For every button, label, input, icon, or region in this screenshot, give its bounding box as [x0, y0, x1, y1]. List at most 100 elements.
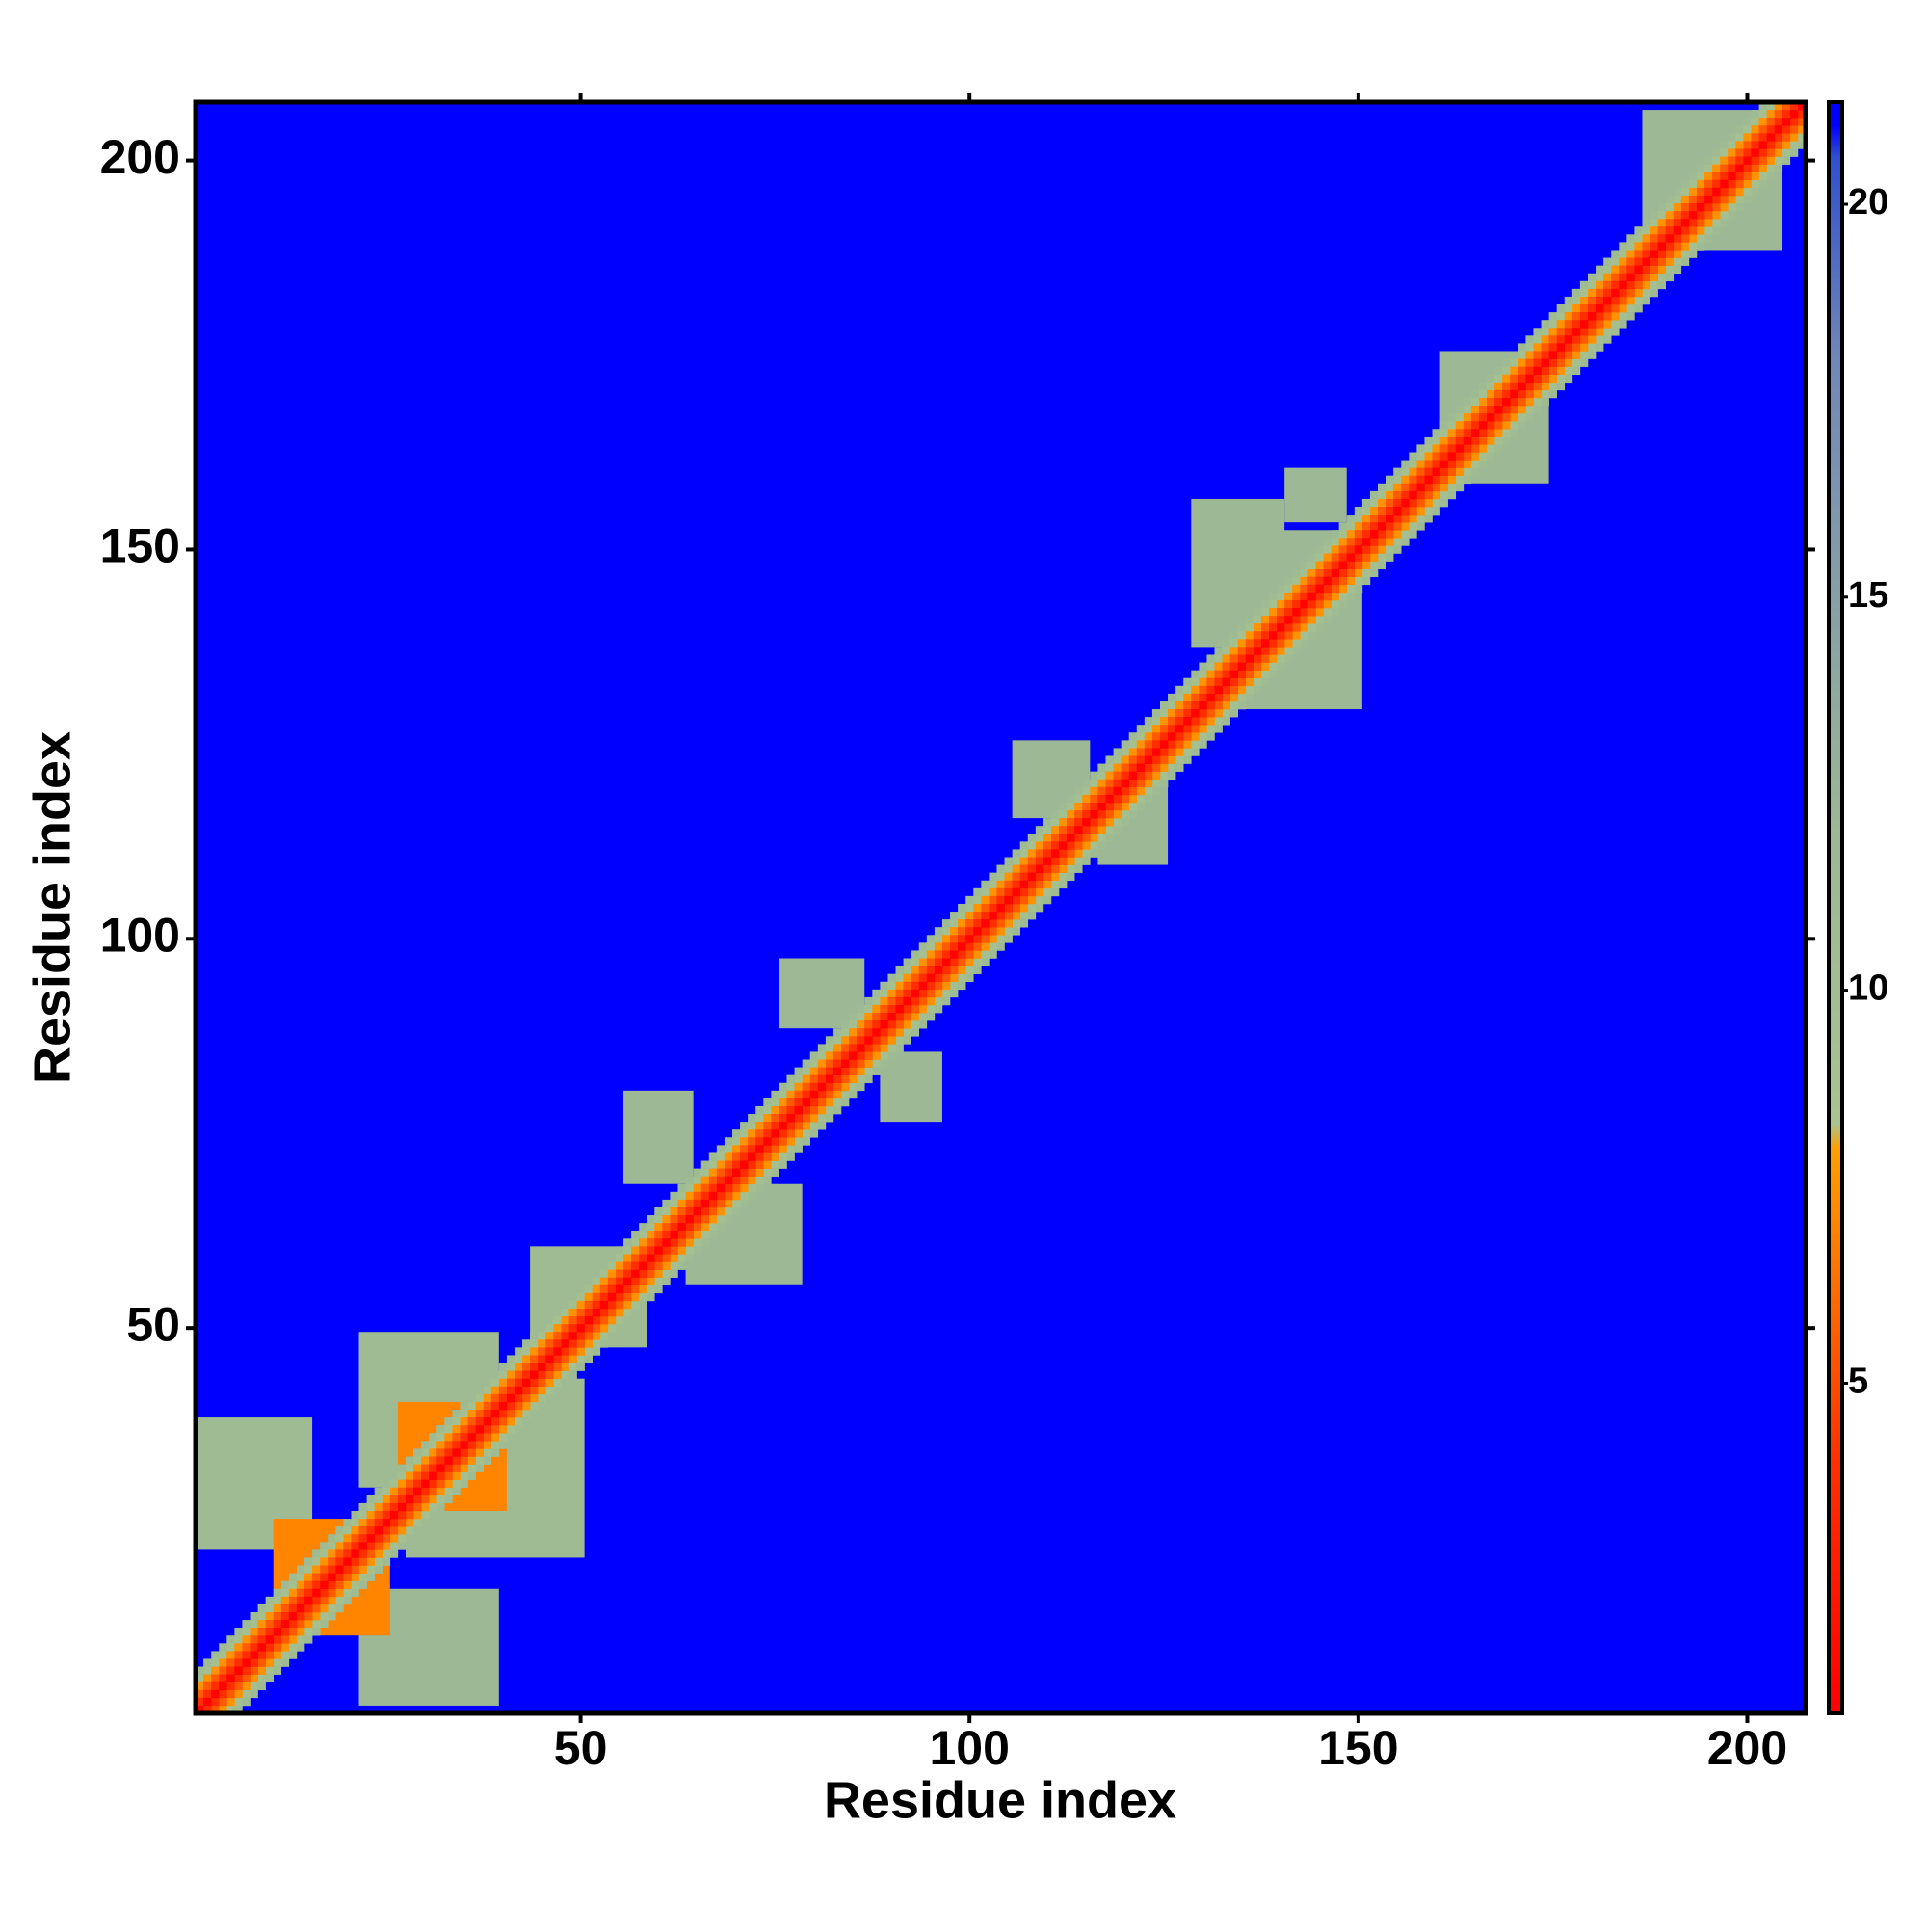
diagonal-cell: [1229, 709, 1239, 718]
diagonal-cell: [1642, 296, 1650, 305]
diagonal-cell: [1525, 389, 1534, 399]
diagonal-cell: [1338, 522, 1348, 531]
diagonal-cell: [335, 1549, 344, 1558]
diagonal-cell: [607, 1254, 617, 1262]
diagonal-cell: [1090, 802, 1098, 811]
diagonal-cell: [1712, 203, 1721, 212]
diagonal-cell: [786, 1122, 795, 1130]
diagonal-cell: [794, 1074, 803, 1084]
diagonal-cell: [1229, 647, 1239, 655]
diagonal-cell: [716, 1206, 726, 1216]
diagonal-cell: [1354, 545, 1363, 554]
diagonal-cell: [926, 981, 936, 991]
diagonal-cell: [1019, 887, 1029, 897]
diagonal-cell: [1229, 670, 1239, 679]
diagonal-cell: [1191, 677, 1200, 687]
diagonal-cell: [716, 1145, 726, 1153]
diagonal-cell: [1774, 141, 1783, 149]
diagonal-cell: [584, 1308, 593, 1317]
diagonal-cell: [1478, 421, 1488, 430]
diagonal-cell: [1237, 685, 1247, 695]
diagonal-cell: [1478, 437, 1488, 445]
diagonal-cell: [1300, 576, 1308, 586]
diagonal-cell: [358, 1526, 367, 1535]
diagonal-cell: [1346, 545, 1356, 554]
diagonal-cell: [763, 1168, 772, 1177]
diagonal-cell: [1634, 250, 1643, 258]
diagonal-cell: [351, 1526, 359, 1535]
diagonal-cell: [1097, 802, 1106, 811]
diagonal-cell: [786, 1082, 795, 1092]
diagonal-cell: [1587, 343, 1597, 352]
diagonal-cell: [880, 1020, 888, 1029]
diagonal-cell: [763, 1152, 772, 1161]
diagonal-cell: [280, 1635, 290, 1644]
diagonal-cell: [1315, 569, 1324, 578]
diagonal-cell: [265, 1658, 275, 1667]
diagonal-cell: [475, 1464, 484, 1472]
diagonal-cell: [273, 1643, 282, 1652]
diagonal-cell: [631, 1300, 640, 1310]
diagonal-cell: [1151, 732, 1161, 741]
diagonal-cell: [1611, 265, 1620, 275]
diagonal-cell: [1525, 413, 1534, 422]
diagonal-cell: [1494, 397, 1503, 407]
diagonal-cell: [1611, 320, 1620, 329]
diagonal-cell: [724, 1176, 733, 1185]
diagonal-cell: [1494, 437, 1503, 445]
diagonal-cell: [576, 1324, 585, 1333]
diagonal-cell: [498, 1393, 508, 1403]
diagonal-cell: [700, 1191, 710, 1201]
diagonal-cell: [1665, 211, 1675, 220]
diagonal-cell: [320, 1580, 329, 1590]
diagonal-cell: [242, 1620, 251, 1628]
diagonal-cell: [1626, 288, 1635, 298]
diagonal-cell: [576, 1363, 585, 1371]
diagonal-cell: [1346, 538, 1356, 546]
diagonal-cell: [250, 1674, 258, 1682]
diagonal-cell: [1626, 265, 1635, 275]
diagonal-cell: [1704, 164, 1713, 172]
diagonal-cell: [700, 1168, 710, 1177]
diagonal-cell: [328, 1588, 336, 1598]
diagonal-cell: [1455, 444, 1465, 453]
diagonal-cell: [1004, 857, 1013, 865]
diagonal-cell: [1292, 576, 1301, 586]
diagonal-cell: [1478, 429, 1488, 437]
diagonal-cell: [1144, 763, 1153, 772]
diagonal-cell: [1564, 335, 1573, 344]
diagonal-cell: [514, 1347, 523, 1356]
diagonal-cell: [273, 1611, 282, 1621]
diagonal-cell: [1603, 304, 1612, 313]
diagonal-cell: [1369, 498, 1379, 508]
diagonal-cell: [296, 1580, 305, 1590]
diagonal-cell: [1059, 864, 1068, 873]
diagonal-cell: [1315, 584, 1324, 594]
diagonal-cell: [1455, 483, 1465, 492]
diagonal-cell: [343, 1573, 352, 1581]
diagonal-cell: [934, 927, 943, 936]
diagonal-cell: [1004, 903, 1013, 913]
diagonal-cell: [382, 1542, 391, 1550]
diagonal-cell: [1199, 693, 1207, 702]
diagonal-cell: [196, 1697, 204, 1707]
diagonal-cell: [631, 1254, 640, 1262]
diagonal-cell: [467, 1471, 476, 1480]
diagonal-cell: [685, 1176, 694, 1185]
diagonal-cell: [1292, 608, 1301, 617]
diagonal-cell: [677, 1223, 686, 1231]
diagonal-cell: [273, 1588, 282, 1598]
diagonal-cell: [1626, 273, 1635, 282]
diagonal-cell: [973, 950, 982, 959]
diagonal-cell: [708, 1215, 718, 1224]
diagonal-cell: [1712, 172, 1721, 181]
diagonal-cell: [366, 1526, 375, 1535]
diagonal-cell: [911, 958, 920, 966]
diagonal-cell: [1696, 172, 1705, 181]
diagonal-cell: [639, 1238, 647, 1247]
diagonal-cell: [607, 1269, 617, 1278]
diagonal-cell: [1067, 857, 1075, 865]
diagonal-cell: [382, 1487, 391, 1496]
diagonal-cell: [771, 1122, 779, 1130]
diagonal-cell: [887, 1051, 896, 1060]
